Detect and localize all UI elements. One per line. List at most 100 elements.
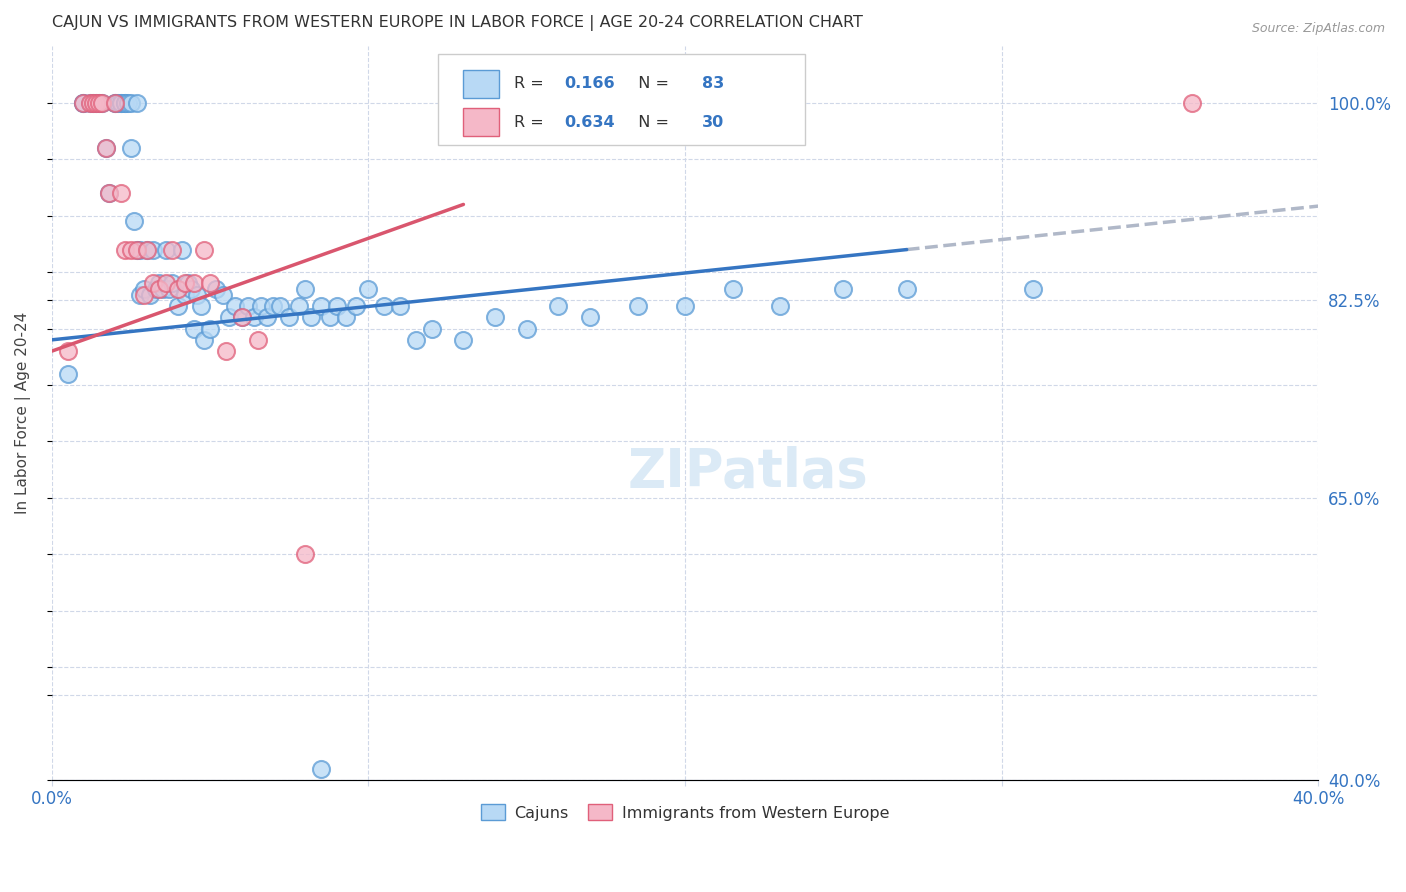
- Point: [56, 367, 79, 381]
- Point: [721, 282, 744, 296]
- Point: [72, 95, 94, 110]
- Text: R =: R =: [515, 115, 548, 130]
- Point: [262, 299, 284, 313]
- Point: [152, 282, 174, 296]
- Text: R =: R =: [515, 77, 548, 91]
- Point: [84, 95, 107, 110]
- Point: [319, 310, 342, 325]
- Point: [132, 287, 155, 301]
- Point: [211, 287, 233, 301]
- Point: [453, 333, 475, 347]
- Point: [193, 333, 215, 347]
- Point: [309, 762, 332, 776]
- Point: [114, 95, 136, 110]
- Point: [104, 95, 127, 110]
- Point: [94, 141, 117, 155]
- Point: [110, 186, 132, 201]
- Point: [167, 282, 190, 296]
- Point: [89, 95, 111, 110]
- Point: [256, 310, 278, 325]
- Y-axis label: In Labor Force | Age 20-24: In Labor Force | Age 20-24: [15, 312, 31, 515]
- Point: [294, 282, 316, 296]
- Point: [170, 243, 193, 257]
- Point: [155, 277, 177, 291]
- Point: [104, 95, 127, 110]
- Point: [79, 95, 101, 110]
- Point: [269, 299, 291, 313]
- Point: [148, 282, 170, 296]
- FancyBboxPatch shape: [464, 109, 499, 136]
- Point: [129, 243, 152, 257]
- Text: Source: ZipAtlas.com: Source: ZipAtlas.com: [1251, 22, 1385, 36]
- Point: [373, 299, 395, 313]
- Point: [326, 299, 349, 313]
- FancyBboxPatch shape: [464, 70, 499, 98]
- Text: 0.634: 0.634: [565, 115, 616, 130]
- Point: [579, 310, 602, 325]
- Point: [626, 299, 648, 313]
- Point: [127, 95, 149, 110]
- Point: [1022, 282, 1045, 296]
- Point: [516, 321, 538, 335]
- Point: [180, 282, 202, 296]
- Point: [344, 299, 367, 313]
- Point: [236, 299, 259, 313]
- Point: [79, 95, 101, 110]
- Point: [135, 243, 157, 257]
- Point: [484, 310, 506, 325]
- Point: [129, 287, 152, 301]
- Point: [145, 282, 167, 296]
- Point: [114, 243, 136, 257]
- Point: [139, 287, 162, 301]
- Point: [120, 243, 142, 257]
- Point: [301, 310, 323, 325]
- Point: [357, 282, 380, 296]
- Point: [173, 287, 195, 301]
- Point: [218, 310, 240, 325]
- Point: [117, 95, 139, 110]
- Point: [832, 282, 855, 296]
- Point: [114, 95, 136, 110]
- Point: [142, 243, 165, 257]
- Text: N =: N =: [628, 115, 675, 130]
- Point: [769, 299, 792, 313]
- Point: [82, 95, 104, 110]
- Point: [420, 321, 443, 335]
- Point: [673, 299, 696, 313]
- Point: [84, 95, 107, 110]
- Point: [215, 344, 238, 359]
- Point: [120, 95, 142, 110]
- Text: 0.166: 0.166: [565, 77, 616, 91]
- Point: [104, 95, 127, 110]
- Point: [132, 282, 155, 296]
- Point: [167, 299, 190, 313]
- Point: [155, 243, 177, 257]
- Text: N =: N =: [628, 77, 675, 91]
- Point: [82, 95, 104, 110]
- Point: [198, 277, 221, 291]
- Point: [127, 243, 149, 257]
- Point: [205, 282, 228, 296]
- Point: [107, 95, 129, 110]
- Point: [148, 277, 170, 291]
- Point: [110, 95, 132, 110]
- Point: [97, 186, 120, 201]
- Point: [1181, 95, 1204, 110]
- Text: ZIPatlas: ZIPatlas: [628, 446, 869, 498]
- Point: [224, 299, 246, 313]
- Point: [127, 243, 149, 257]
- Point: [547, 299, 569, 313]
- Point: [231, 310, 253, 325]
- Point: [89, 95, 111, 110]
- Point: [198, 321, 221, 335]
- Point: [91, 95, 114, 110]
- Point: [243, 310, 266, 325]
- Point: [72, 95, 94, 110]
- Point: [231, 310, 253, 325]
- Point: [309, 299, 332, 313]
- Point: [193, 243, 215, 257]
- Point: [142, 277, 165, 291]
- Point: [249, 299, 271, 313]
- Point: [246, 333, 269, 347]
- Point: [97, 186, 120, 201]
